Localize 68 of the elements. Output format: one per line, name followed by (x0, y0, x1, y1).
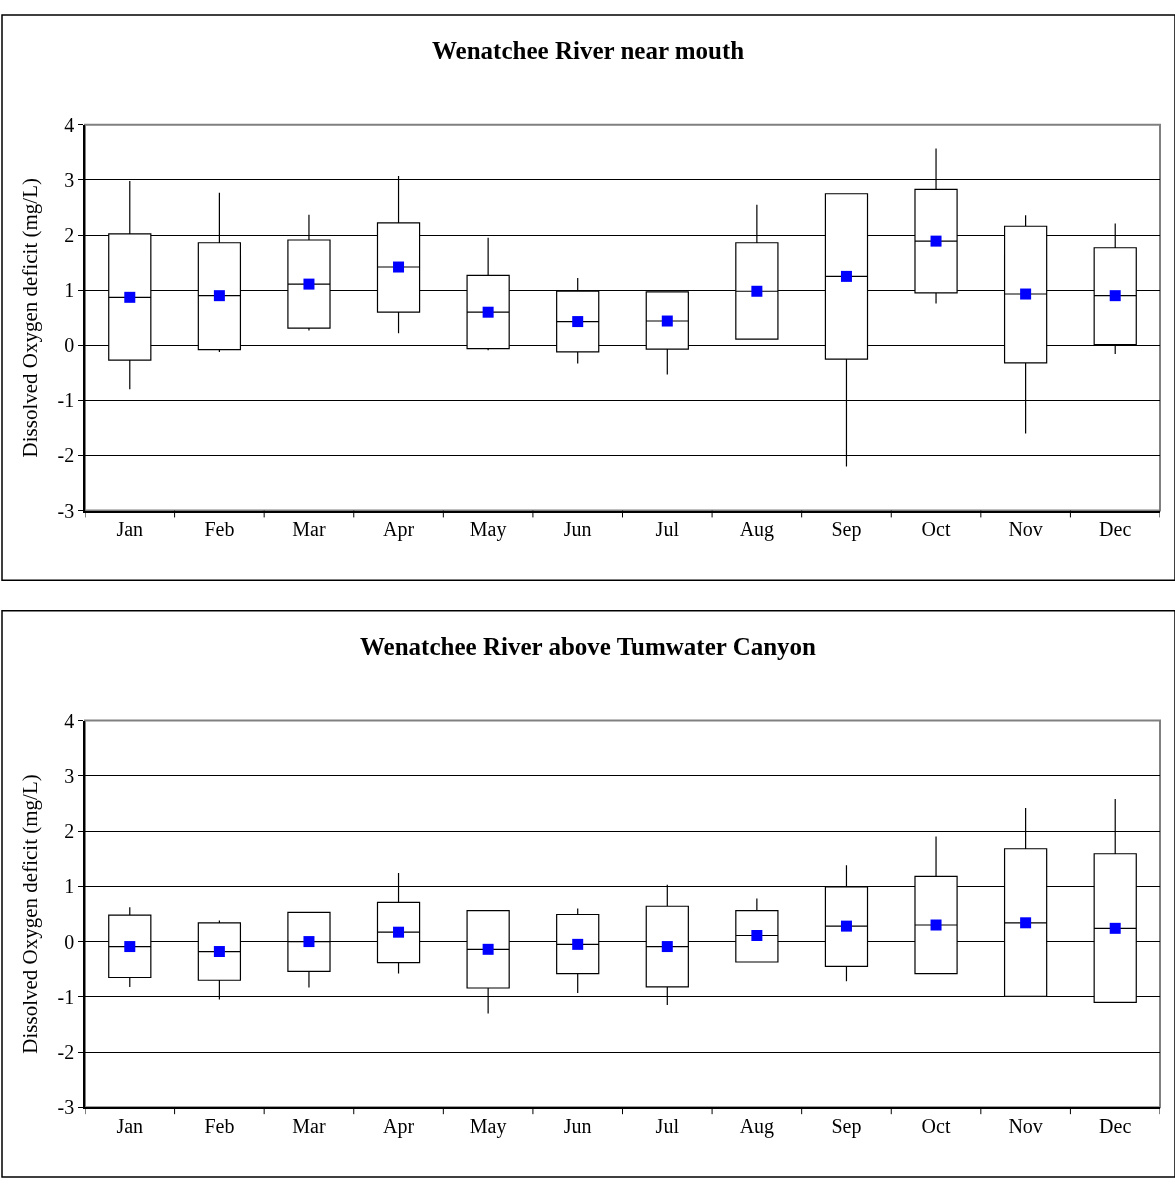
x-tick-label: Oct (921, 518, 951, 541)
point (393, 261, 405, 273)
x-tick-label: Jul (655, 1115, 680, 1138)
y-tick-label: -2 (57, 444, 75, 467)
y-tick-label: -1 (57, 985, 75, 1008)
point (303, 936, 315, 948)
y-tick-label: 1 (64, 875, 75, 898)
point (751, 930, 763, 942)
point (661, 941, 673, 953)
x-tick-label: Feb (204, 1115, 235, 1138)
y-tick-label: 2 (64, 224, 75, 247)
point (1020, 917, 1032, 929)
y-tick-label: 3 (64, 764, 75, 787)
x-tick-label: Aug (739, 518, 775, 542)
point (393, 926, 405, 938)
point (572, 316, 584, 328)
x-tick-label: Apr (382, 1115, 415, 1139)
chart-title: Wenatchee River above Tumwater Canyon (360, 633, 817, 660)
point (303, 278, 315, 290)
x-tick-label: Feb (204, 518, 235, 541)
point (124, 941, 136, 953)
point (213, 290, 225, 302)
x-tick-label: May (469, 1115, 507, 1139)
y-tick-label: -1 (57, 389, 75, 412)
chart-title: Wenatchee River near mouth (432, 37, 745, 64)
y-axis-title: Dissolved Oxygen deficit (mg/L) (18, 774, 43, 1054)
point (1109, 290, 1121, 302)
x-tick-label: Oct (921, 1115, 951, 1138)
x-tick-label: Jul (655, 518, 680, 541)
x-tick-label: Sep (831, 1115, 862, 1139)
point (482, 943, 494, 955)
x-tick-label: Jan (116, 1115, 144, 1138)
y-tick-label: 2 (64, 820, 75, 843)
y-tick-label: -3 (57, 1096, 75, 1119)
y-tick-label: -3 (57, 499, 75, 522)
point (930, 919, 942, 931)
x-tick-label: Dec (1099, 1115, 1132, 1138)
point (840, 270, 852, 282)
x-tick-label: May (469, 518, 507, 542)
point (482, 306, 494, 318)
y-tick-label: 3 (64, 168, 75, 191)
y-tick-label: 4 (64, 709, 75, 732)
x-tick-label: Jun (563, 518, 592, 541)
y-axis-title: Dissolved Oxygen deficit (mg/L) (18, 178, 43, 458)
x-tick-label: Dec (1099, 518, 1132, 541)
x-tick-label: Aug (739, 1115, 775, 1139)
x-tick-label: Mar (292, 1115, 326, 1138)
point (124, 291, 136, 303)
x-tick-label: Jan (116, 518, 144, 541)
y-tick-label: -2 (57, 1041, 75, 1064)
point (1109, 922, 1121, 934)
point (213, 946, 225, 958)
x-tick-label: Jun (563, 1115, 592, 1138)
point (1020, 288, 1032, 300)
point (751, 285, 763, 297)
x-tick-label: Nov (1008, 1115, 1043, 1138)
x-tick-label: Mar (292, 518, 326, 541)
y-tick-label: 1 (64, 279, 75, 302)
x-tick-label: Sep (831, 518, 862, 542)
y-tick-label: 4 (64, 113, 75, 136)
point (840, 920, 852, 932)
y-tick-label: 0 (64, 334, 75, 357)
x-tick-label: Apr (382, 518, 415, 542)
point (572, 938, 584, 950)
x-tick-label: Nov (1008, 518, 1043, 541)
point (661, 315, 673, 327)
y-tick-label: 0 (64, 930, 75, 953)
point (930, 235, 942, 247)
